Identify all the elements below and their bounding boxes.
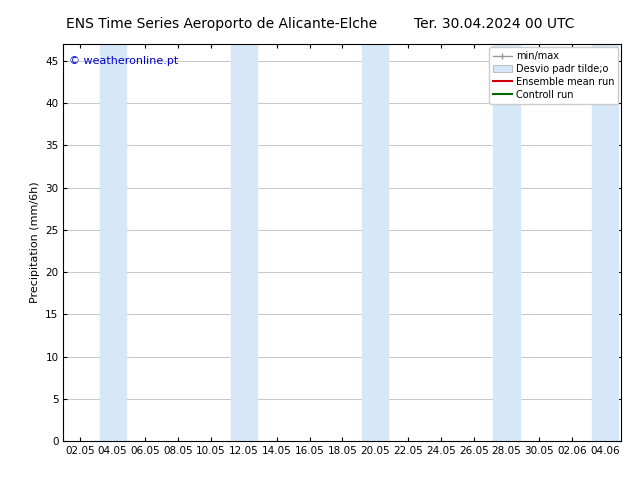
- Bar: [592, 44, 618, 441]
- Bar: [362, 44, 388, 441]
- Bar: [231, 44, 257, 441]
- Legend: min/max, Desvio padr tilde;o, Ensemble mean run, Controll run: min/max, Desvio padr tilde;o, Ensemble m…: [489, 47, 618, 103]
- Text: Ter. 30.04.2024 00 UTC: Ter. 30.04.2024 00 UTC: [414, 17, 575, 31]
- Y-axis label: Precipitation (mm/6h): Precipitation (mm/6h): [30, 182, 40, 303]
- Bar: [493, 44, 520, 441]
- Bar: [100, 44, 126, 441]
- Text: © weatheronline.pt: © weatheronline.pt: [69, 56, 178, 66]
- Text: ENS Time Series Aeroporto de Alicante-Elche: ENS Time Series Aeroporto de Alicante-El…: [67, 17, 377, 31]
